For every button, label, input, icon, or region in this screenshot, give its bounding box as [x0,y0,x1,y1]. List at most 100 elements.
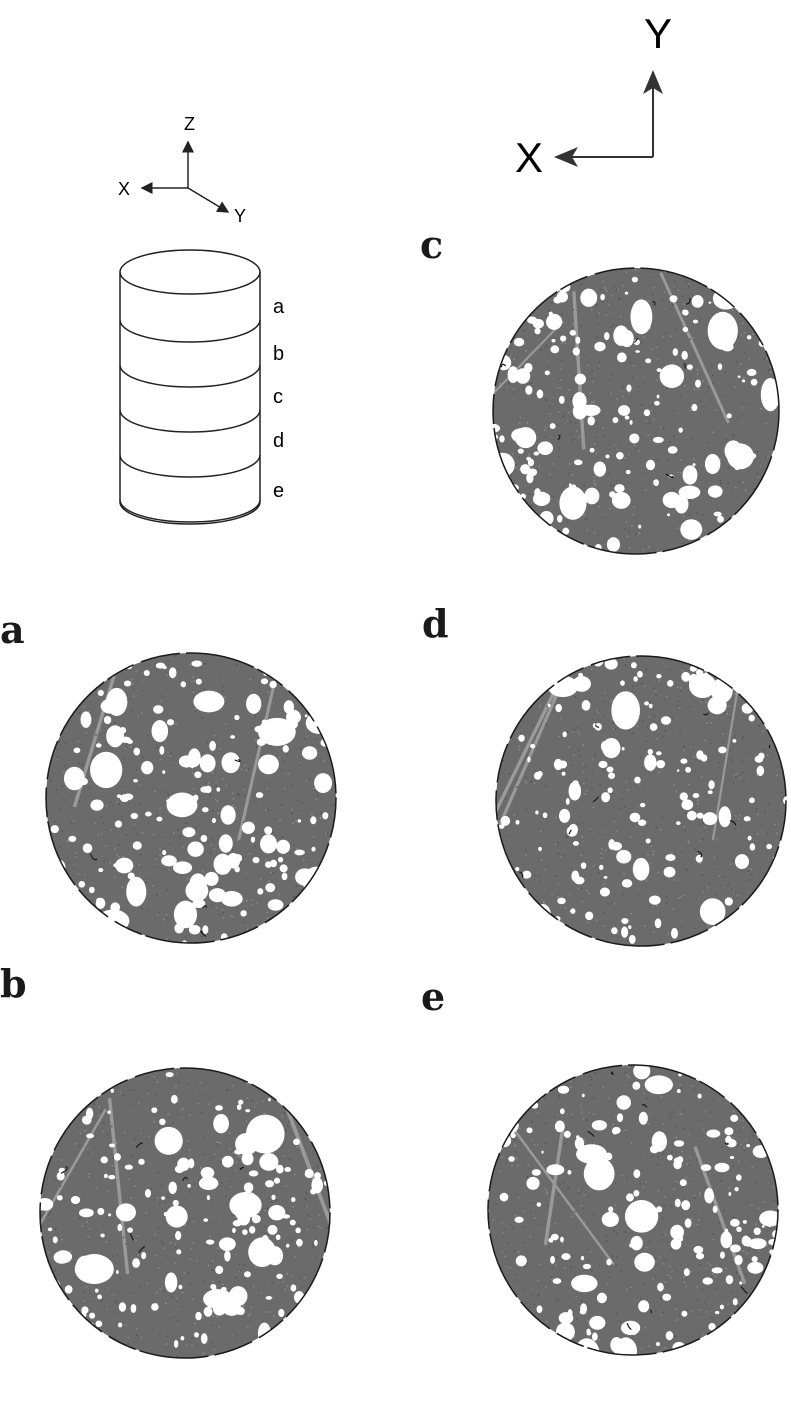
pore [535,526,544,536]
pore [616,849,632,864]
pore [670,1224,684,1240]
pore [241,821,255,834]
pore [176,1249,182,1255]
pore [716,680,722,684]
pore [644,701,650,706]
pore [626,1193,634,1202]
pore [548,311,553,316]
crack-line [237,674,278,841]
pore [569,654,573,656]
pore [64,1285,73,1294]
pore [575,932,580,938]
pore [724,1127,734,1136]
pore [632,857,650,881]
pore [64,1100,73,1106]
pore [218,834,233,853]
pore [749,843,756,851]
pore [500,815,511,826]
pore [560,335,567,342]
pore [525,385,533,395]
pore [80,711,92,728]
pore [676,769,680,772]
pore [629,812,641,823]
pore [141,1251,147,1260]
pore [702,812,718,826]
pore [283,700,295,714]
pore [204,871,219,886]
pore [537,670,542,675]
pore [732,670,738,675]
pore [273,1177,281,1184]
pore [546,1164,565,1176]
pore [90,799,104,811]
pore [551,1233,559,1241]
pore [40,1276,61,1297]
pore [320,717,328,726]
pore [71,928,76,934]
pore [73,747,81,754]
pore [639,313,644,317]
pore [334,759,336,770]
pore [284,1087,293,1093]
pore [676,1089,681,1094]
pore [517,448,524,454]
pore [46,862,53,870]
crack-line [277,1088,330,1239]
panel-label-e: e [421,974,446,1019]
pore [498,851,502,856]
pore [647,757,653,764]
pore [320,1298,330,1311]
pore [138,1158,145,1165]
micrograph-d [495,654,787,947]
pore [580,1303,588,1314]
pore [707,485,723,498]
pore [133,747,141,756]
pore [761,486,766,493]
pore [696,812,704,819]
pore [767,1222,773,1227]
pore [546,313,563,330]
pore [86,1133,95,1139]
pore [203,1289,233,1309]
pore [534,327,541,335]
pore [178,1284,183,1290]
micrograph-c [492,267,780,555]
pore [95,743,102,748]
pore [593,461,607,477]
pore [286,1101,293,1107]
pore [206,1194,211,1201]
pore [102,658,110,667]
pore [503,667,513,677]
disc-rim [495,655,787,947]
pore [624,415,630,420]
pore [712,287,740,310]
pore [682,309,687,315]
pore [267,1224,278,1235]
panel-label-c: c [420,222,444,267]
pore [637,670,643,678]
pore [585,911,594,921]
pore [293,662,301,671]
pore [747,303,758,321]
pore [681,350,688,360]
pore [314,1172,321,1179]
pore [541,1150,544,1154]
pore [652,436,664,443]
pore [739,662,749,672]
pore [656,751,662,756]
pore [611,492,631,509]
slice-label-b: b [273,343,284,365]
pore [79,1208,94,1218]
pore [103,1173,108,1179]
pore [248,1170,259,1177]
pore [296,1238,303,1247]
pore [132,841,142,850]
pore [633,1189,640,1197]
pore [187,1183,191,1188]
pore [507,1114,514,1119]
pore [115,1203,137,1222]
pore [638,1111,648,1125]
pore [126,739,133,744]
pore [268,1097,271,1102]
pore [496,876,498,882]
